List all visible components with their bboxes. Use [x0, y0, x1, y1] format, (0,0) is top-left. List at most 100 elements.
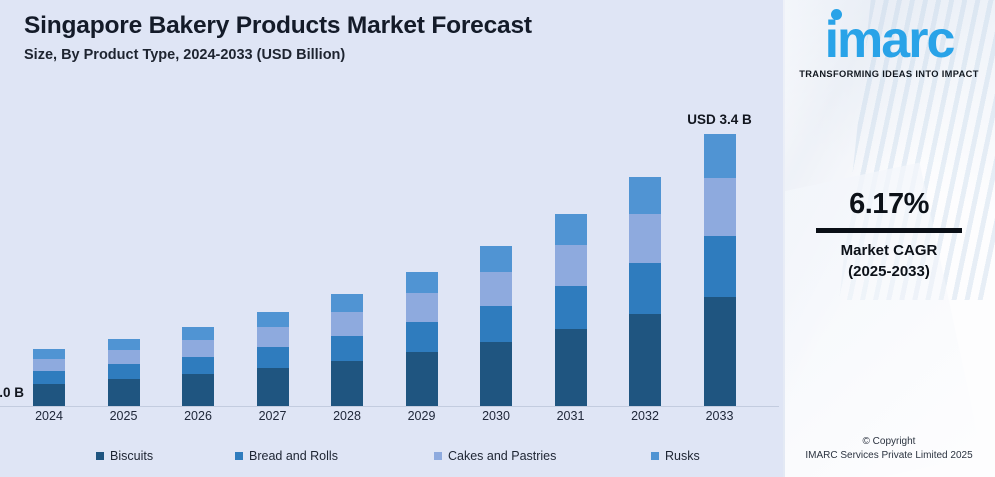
- bar-group-2031: [554, 214, 587, 406]
- stacked-bar[interactable]: [33, 349, 65, 406]
- cagr-divider: [816, 228, 962, 233]
- bar-segment-bread-and-rolls[interactable]: [33, 371, 65, 384]
- bar-segment-cakes-and-pastries[interactable]: [256, 327, 289, 347]
- x-tick-2024: 2024: [35, 409, 63, 423]
- bar-segment-cakes-and-pastries[interactable]: [629, 214, 661, 263]
- bar-segment-biscuits[interactable]: [703, 297, 736, 406]
- stacked-bar[interactable]: [480, 246, 512, 406]
- bar-segment-rusks[interactable]: [256, 312, 289, 327]
- bar-segment-cakes-and-pastries[interactable]: [405, 293, 438, 322]
- bar-segment-bread-and-rolls[interactable]: [256, 347, 289, 368]
- bar-group-2029: [405, 272, 438, 406]
- legend-item-rusks[interactable]: Rusks: [651, 449, 700, 463]
- bar-segment-bread-and-rolls[interactable]: [182, 357, 214, 374]
- bar-segment-biscuits[interactable]: [331, 361, 363, 406]
- bar-segment-rusks[interactable]: [703, 134, 736, 178]
- cagr-block: 6.17% Market CAGR (2025-2033): [783, 188, 995, 280]
- legend-label: Rusks: [665, 449, 700, 463]
- stacked-bar[interactable]: [256, 312, 289, 406]
- bar-segment-bread-and-rolls[interactable]: [331, 336, 363, 361]
- bar-segment-biscuits[interactable]: [480, 342, 512, 406]
- bar-segment-bread-and-rolls[interactable]: [554, 286, 587, 329]
- end-value-label: USD 3.4 B: [687, 112, 752, 127]
- side-panel-background-graphic: [783, 0, 995, 477]
- bar-group-2026: [182, 327, 214, 406]
- legend-label: Biscuits: [110, 449, 154, 463]
- start-value-label: USD 2.0 B: [0, 385, 24, 400]
- bar-segment-biscuits[interactable]: [554, 329, 587, 406]
- legend-item-biscuits[interactable]: Biscuits: [96, 449, 153, 463]
- x-tick-2033: 2033: [705, 409, 734, 423]
- logo-wordmark-text: imarc: [824, 9, 956, 69]
- bar-segment-biscuits[interactable]: [405, 352, 438, 406]
- x-tick-2030: 2030: [482, 409, 510, 423]
- stacked-bar[interactable]: [331, 294, 363, 406]
- bar-segment-biscuits[interactable]: [256, 368, 289, 406]
- legend-swatch-icon: [235, 452, 243, 460]
- bar-group-2032: [629, 177, 661, 406]
- page-title: Singapore Bakery Products Market Forecas…: [24, 12, 532, 39]
- bar-segment-cakes-and-pastries[interactable]: [33, 359, 65, 371]
- stacked-bar[interactable]: [182, 327, 214, 406]
- bar-segment-cakes-and-pastries[interactable]: [107, 350, 140, 364]
- chart-subtitle: Size, By Product Type, 2024-2033 (USD Bi…: [24, 47, 346, 63]
- bar-segment-bread-and-rolls[interactable]: [405, 322, 438, 352]
- copyright-line-2: IMARC Services Private Limited 2025: [805, 450, 973, 461]
- bar-segment-rusks[interactable]: [331, 294, 363, 312]
- legend-swatch-icon: [96, 452, 104, 460]
- stacked-bar[interactable]: [405, 272, 438, 406]
- bar-segment-bread-and-rolls[interactable]: [703, 236, 736, 297]
- cagr-label: Market CAGR: [840, 242, 938, 259]
- cagr-value: 6.17%: [849, 188, 929, 220]
- legend-swatch-icon: [651, 452, 659, 460]
- bar-segment-rusks[interactable]: [182, 327, 214, 340]
- imarc-logo: imarc TRANSFORMING IDEAS INTO IMPACT: [783, 9, 995, 79]
- bar-group-2027: [256, 312, 289, 406]
- bar-segment-cakes-and-pastries[interactable]: [331, 312, 363, 336]
- bar-segment-bread-and-rolls[interactable]: [629, 263, 661, 314]
- logo-tagline: TRANSFORMING IDEAS INTO IMPACT: [799, 69, 979, 79]
- bar-segment-rusks[interactable]: [629, 177, 661, 214]
- plot-area: USD 2.0 B USD 3.4 B: [0, 100, 783, 406]
- legend-label: Bread and Rolls: [249, 449, 338, 463]
- bar-segment-biscuits[interactable]: [107, 379, 140, 406]
- chart-panel: Singapore Bakery Products Market Forecas…: [0, 0, 783, 477]
- x-axis-tick-labels: 2024 2025 2026 2027 2028 2029 2030 2031 2032 2033: [0, 409, 783, 431]
- x-tick-2032: 2032: [631, 409, 659, 423]
- bar-segment-rusks[interactable]: [405, 272, 438, 293]
- copyright-block: © Copyright IMARC Services Private Limit…: [783, 436, 995, 461]
- bar-segment-rusks[interactable]: [554, 214, 587, 245]
- stacked-bar[interactable]: [629, 177, 661, 406]
- bar-segment-cakes-and-pastries[interactable]: [480, 272, 512, 306]
- bar-group-2033: USD 3.4 B: [687, 112, 752, 406]
- bar-segment-bread-and-rolls[interactable]: [107, 364, 140, 379]
- bar-segment-cakes-and-pastries[interactable]: [703, 178, 736, 236]
- logo-text: imarc: [824, 11, 956, 69]
- legend-label: Cakes and Pastries: [448, 449, 557, 463]
- bar-segment-biscuits[interactable]: [182, 374, 214, 406]
- legend-item-cakes-and-pastries[interactable]: Cakes and Pastries: [434, 449, 556, 463]
- bar-group-2025: [107, 339, 140, 406]
- bar-segment-biscuits[interactable]: [629, 314, 661, 406]
- x-tick-2027: 2027: [258, 409, 287, 423]
- bar-segment-rusks[interactable]: [480, 246, 512, 272]
- brand-side-panel: imarc TRANSFORMING IDEAS INTO IMPACT 6.1…: [783, 0, 995, 477]
- stacked-bar[interactable]: [703, 134, 736, 406]
- copyright-line-1: © Copyright: [862, 436, 916, 447]
- bar-segment-bread-and-rolls[interactable]: [480, 306, 512, 342]
- stacked-bar[interactable]: [107, 339, 140, 406]
- bar-segment-rusks[interactable]: [107, 339, 140, 350]
- logo-dot-icon: [830, 9, 842, 20]
- bar-group-2030: [480, 246, 512, 406]
- x-tick-2026: 2026: [184, 409, 212, 423]
- bar-segment-biscuits[interactable]: [33, 384, 65, 406]
- stacked-bar[interactable]: [554, 214, 587, 406]
- bar-group-2028: [331, 294, 363, 406]
- bar-segment-rusks[interactable]: [33, 349, 65, 359]
- cagr-period: (2025-2033): [848, 263, 930, 280]
- x-tick-2025: 2025: [109, 409, 138, 423]
- legend-item-bread-and-rolls[interactable]: Bread and Rolls: [235, 449, 338, 463]
- bar-segment-cakes-and-pastries[interactable]: [554, 245, 587, 286]
- bar-segment-cakes-and-pastries[interactable]: [182, 340, 214, 357]
